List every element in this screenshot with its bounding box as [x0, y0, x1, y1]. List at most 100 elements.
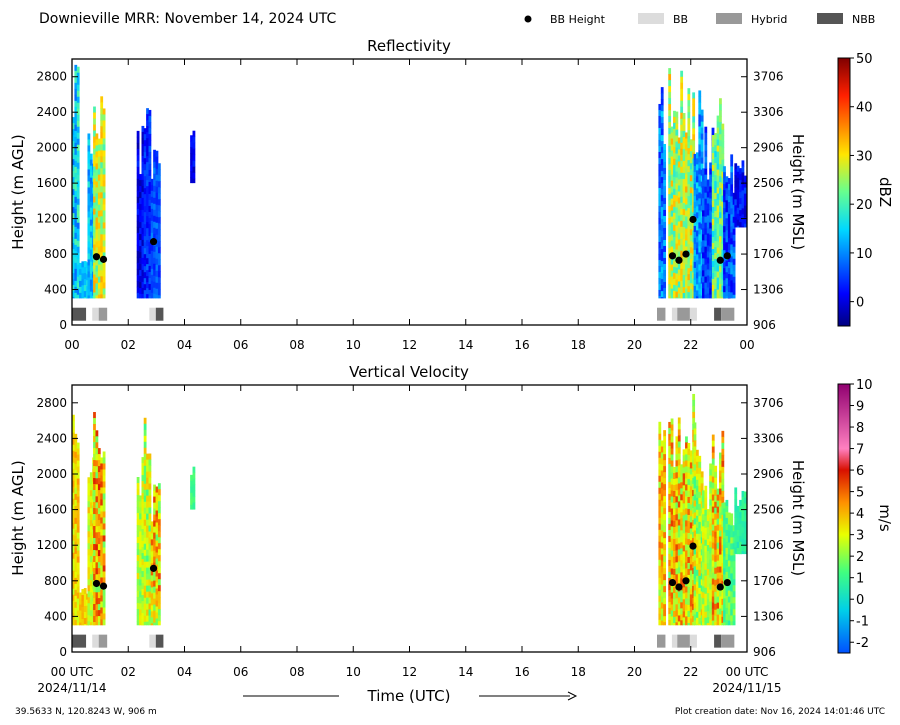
echo-cell	[100, 180, 104, 187]
echo-cell	[693, 279, 697, 287]
vertical-velocity-colorbar	[837, 383, 851, 654]
echo-cell	[81, 607, 85, 614]
echo-cell	[727, 220, 731, 227]
right-y-tick-label: 1706	[753, 247, 784, 261]
echo-cell	[76, 126, 80, 134]
echo-cell	[668, 248, 672, 255]
echo-cell	[673, 224, 676, 232]
echo-cell	[139, 180, 142, 187]
echo-cell	[693, 596, 697, 603]
echo-cell	[689, 259, 693, 266]
echo-cell	[663, 191, 667, 199]
echo-cell	[734, 499, 738, 506]
echo-cell	[698, 617, 702, 625]
echo-cell	[719, 116, 722, 123]
echo-cell	[709, 541, 712, 548]
echo-cell	[87, 253, 91, 260]
echo-cell	[698, 623, 702, 626]
echo-cell	[709, 619, 712, 626]
echo-cell	[192, 148, 196, 156]
echo-cell	[668, 68, 672, 75]
echo-cell	[702, 550, 705, 557]
echo-cell	[668, 601, 672, 609]
echo-cell	[706, 587, 710, 594]
echo-cell	[743, 217, 747, 224]
echo-cell	[734, 541, 738, 548]
echo-cell	[143, 513, 147, 521]
echo-cell	[734, 523, 738, 530]
echo-cell	[136, 621, 140, 626]
echo-cell	[721, 430, 725, 438]
echo-cell	[723, 538, 726, 545]
echo-cell	[72, 171, 75, 178]
echo-cell	[157, 561, 161, 568]
echo-cell	[693, 452, 697, 459]
echo-cell	[155, 594, 159, 601]
echo-cell	[93, 514, 96, 521]
echo-cell	[725, 266, 729, 273]
echo-cell	[143, 134, 147, 141]
echo-cell	[95, 466, 99, 473]
echo-cell	[723, 604, 726, 611]
echo-cell	[714, 603, 718, 611]
echo-cell	[157, 247, 161, 254]
echo-cell	[100, 457, 104, 464]
echo-cell	[725, 511, 729, 519]
echo-cell	[723, 196, 726, 203]
echo-cell	[709, 613, 712, 620]
echo-cell	[741, 214, 745, 221]
echo-cell	[682, 215, 686, 222]
echo-cell	[157, 543, 161, 550]
echo-cell	[143, 597, 147, 605]
echo-cell	[74, 505, 78, 513]
echo-cell	[716, 115, 720, 122]
echo-cell	[136, 184, 140, 192]
echo-cell	[677, 275, 681, 282]
echo-cell	[146, 186, 149, 193]
echo-cell	[148, 169, 152, 177]
echo-cell	[153, 197, 156, 205]
echo-cell	[695, 623, 699, 626]
echo-cell	[72, 279, 75, 286]
bb-type-segment-hybrid	[677, 307, 690, 321]
echo-cell	[675, 580, 679, 587]
echo-cell	[721, 249, 725, 257]
echo-cell	[732, 531, 736, 538]
echo-cell	[693, 500, 697, 507]
echo-cell	[693, 548, 697, 555]
echo-cell	[687, 142, 691, 149]
echo-cell	[698, 246, 702, 253]
echo-cell	[687, 604, 691, 612]
echo-cell	[150, 551, 154, 558]
echo-cell	[704, 198, 708, 206]
echo-cell	[687, 118, 691, 125]
echo-cell	[87, 549, 91, 556]
echo-cell	[72, 552, 75, 560]
echo-cell	[668, 140, 672, 147]
echo-cell	[155, 168, 159, 176]
echo-cell	[719, 518, 722, 525]
echo-cell	[711, 243, 715, 250]
echo-cell	[725, 499, 729, 507]
echo-cell	[143, 140, 147, 147]
echo-cell	[714, 609, 718, 617]
echo-cell	[95, 199, 99, 206]
echo-cell	[95, 193, 99, 200]
echo-cell	[739, 535, 742, 543]
echo-cell	[732, 228, 736, 236]
echo-cell	[736, 213, 740, 221]
echo-cell	[74, 481, 78, 489]
echo-cell	[76, 472, 80, 479]
echo-cell	[677, 609, 681, 616]
echo-cell	[673, 592, 676, 600]
echo-cell	[721, 478, 725, 486]
echo-cell	[660, 518, 664, 525]
echo-cell	[739, 541, 742, 549]
echo-cell	[143, 290, 147, 297]
echo-cell	[89, 213, 93, 221]
echo-cell	[136, 190, 140, 198]
echo-cell	[721, 273, 725, 281]
echo-cell	[725, 218, 729, 225]
echo-cell	[682, 275, 686, 282]
echo-cell	[93, 268, 96, 275]
